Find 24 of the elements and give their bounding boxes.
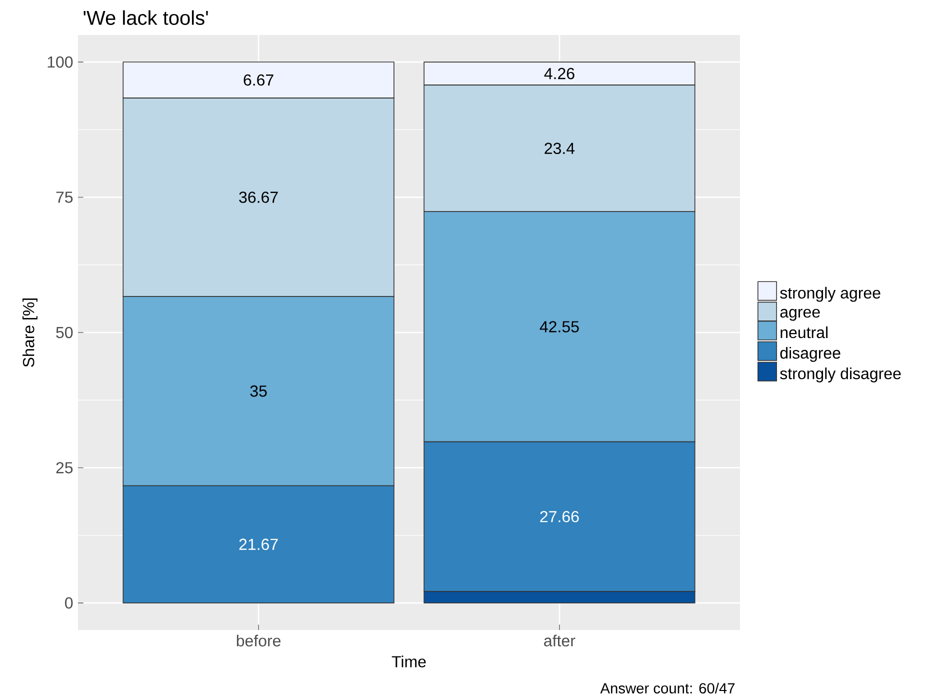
data-label: 35	[250, 385, 267, 397]
data-label: 42.55	[540, 321, 579, 332]
data-label: 27.66	[540, 510, 579, 522]
y-tick-label: 0	[65, 597, 73, 609]
y-axis-title: Share [%]	[22, 298, 38, 367]
text: Answer count: 60/47	[600, 682, 735, 694]
legend-label: strongly disagree	[780, 367, 901, 382]
legend-label: strongly agree	[780, 286, 880, 302]
y-tick-label: 100	[48, 56, 73, 68]
chart-title: 'We lack tools'	[84, 10, 208, 25]
legend-label: neutral	[780, 326, 828, 338]
x-tick-label: after	[544, 634, 576, 646]
legend-label: agree	[780, 308, 820, 321]
y-tick-label: 25	[56, 462, 73, 474]
data-label: 21.67	[239, 538, 278, 550]
data-label: 23.4	[544, 142, 575, 154]
data-label: 4.26	[544, 68, 574, 80]
x-tick-label: before	[236, 634, 281, 646]
data-label: 36.67	[239, 192, 278, 203]
x-axis-title: Time	[392, 656, 426, 668]
data-label: 6.67	[244, 74, 274, 86]
y-tick-label: 75	[56, 192, 73, 203]
legend-label: disagree	[780, 346, 840, 362]
y-tick-label: 50	[56, 326, 73, 338]
